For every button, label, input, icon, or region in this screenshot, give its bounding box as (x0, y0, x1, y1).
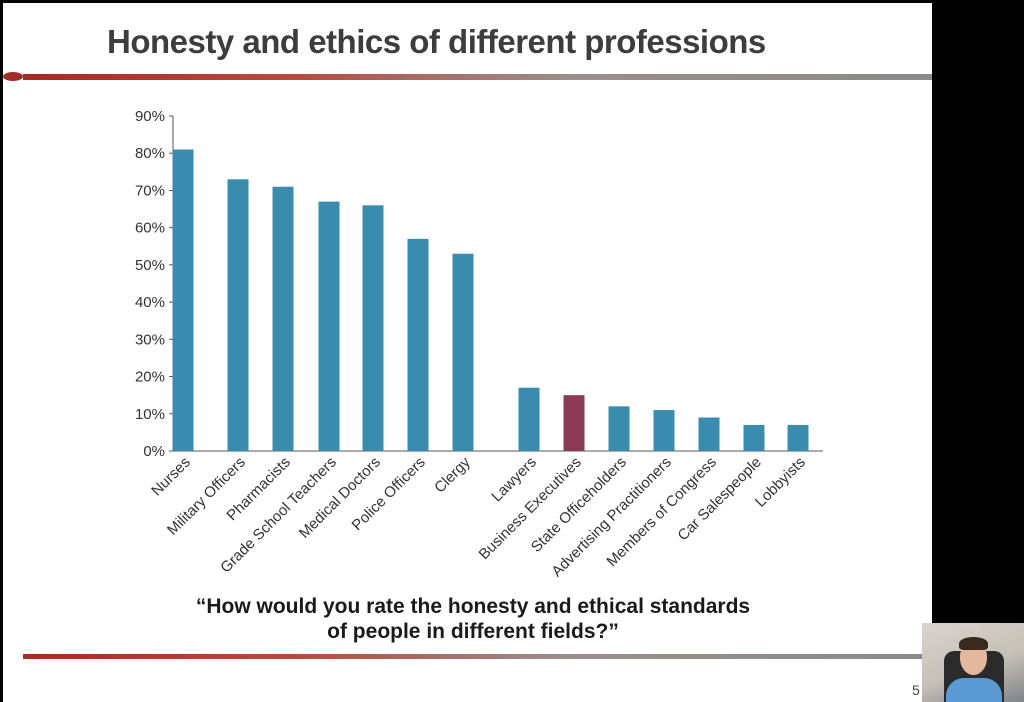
y-tick-label: 80% (135, 145, 165, 162)
footer-rule (23, 654, 932, 659)
y-tick-label: 60% (135, 220, 165, 237)
webcam-shirt (946, 678, 1002, 702)
question-line-1: “How would you rate the honesty and ethi… (195, 595, 751, 618)
bar-nurses (172, 149, 194, 451)
bar-lawyers (518, 387, 540, 451)
bar-chart: 0% 10% 20% 30% 40% 50% 60% 70% 80% 90% NursesMili… (135, 108, 823, 580)
x-tick-label: Nurses (148, 454, 194, 500)
bar-military-officers (227, 179, 249, 451)
y-tick-label: 0% (143, 443, 165, 460)
title-rule-dot (3, 72, 23, 81)
x-tick-label: Clergy (431, 453, 474, 496)
y-tick-label: 30% (135, 331, 165, 348)
y-tick-label: 20% (135, 369, 165, 386)
bar-car-salespeople (743, 424, 765, 451)
y-tick-label: 40% (135, 294, 165, 311)
webcam-hair (959, 637, 988, 650)
bar-grade-school-teachers (318, 201, 340, 451)
bar-advertising-practitioners (653, 410, 675, 451)
slide: Honesty and ethics of different professi… (3, 3, 932, 702)
title-rule (23, 74, 932, 80)
slide-number: 5 (912, 682, 920, 698)
y-tick-label: 70% (135, 182, 165, 199)
bar-lobbyists (787, 424, 809, 451)
webcam-overlay (922, 623, 1024, 702)
bar-members-of-congress (698, 417, 720, 451)
bar-medical-doctors (362, 205, 384, 451)
bar-pharmacists (272, 186, 294, 451)
bar-business-executives (563, 395, 585, 451)
y-tick-label: 90% (135, 108, 165, 125)
survey-question: “How would you rate the honesty and ethi… (143, 594, 803, 644)
bars (172, 149, 809, 451)
question-line-2: of people in different fields?” (327, 620, 619, 643)
bar-state-officeholders (608, 406, 630, 451)
y-tick-label: 10% (135, 406, 165, 423)
bar-police-officers (407, 238, 429, 451)
y-tick-label: 50% (135, 257, 165, 274)
slide-title: Honesty and ethics of different professi… (107, 23, 766, 60)
bar-clergy (452, 253, 474, 451)
x-tick-label: Medical Doctors (296, 454, 384, 542)
